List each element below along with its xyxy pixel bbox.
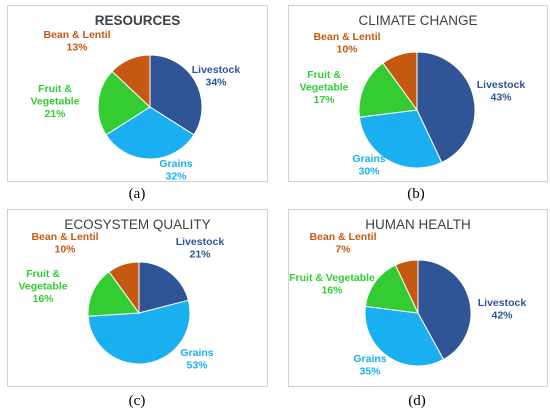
chart-panel-human-health: HUMAN HEALTH Livestock 42% Grains 35% Fruit … — [288, 209, 548, 387]
chart-panel-climate-change: CLIMATE CHANGE Livestock 43% Grains 30% Frui… — [288, 5, 548, 182]
caption-d: (d) — [408, 393, 426, 409]
chart-title: HUMAN HEALTH — [365, 217, 471, 232]
data-label-bean-lentil: Bean & Lentil 13% — [43, 29, 110, 54]
pie-slice-bean-lentil — [394, 259, 419, 314]
data-label-bean-lentil: Bean & Lentil 7% — [309, 231, 376, 256]
pie-slice-grains — [105, 106, 195, 160]
data-label-grains: Grains 30% — [352, 153, 385, 178]
data-label-livestock: Livestock 42% — [478, 297, 527, 322]
pie-chart-human-health: Livestock 42% Grains 35% Fruit & Vegetable 16… — [289, 231, 527, 378]
data-label-fruit-vegetable: Fruit & Vegetable 17% — [299, 69, 348, 106]
pie-chart-climate-change: Livestock 43% Grains 30% Fruit & Vegetable 17%… — [299, 31, 526, 178]
data-label-bean-lentil: Bean & Lentil 10% — [31, 231, 98, 256]
pie-slice-bean-lentil — [108, 261, 140, 315]
pie-slice-livestock — [416, 51, 476, 164]
data-label-grains: Grains 53% — [180, 347, 213, 372]
pie-slice-grains — [87, 299, 191, 365]
pie-slice-livestock — [417, 259, 472, 361]
data-label-bean-lentil: Bean & Lentil 10% — [313, 31, 380, 56]
data-label-livestock: Livestock 34% — [192, 64, 241, 89]
data-label-grains: Grains 32% — [159, 158, 192, 183]
chart-panel-resources: RESOURCES Livestock 34% Grains 32% Fruit & Ve… — [7, 5, 268, 183]
pie-slice-livestock — [138, 261, 190, 314]
data-label-fruit-vegetable: Fruit & Vegetable 21% — [30, 83, 79, 120]
chart-title: CLIMATE CHANGE — [358, 13, 478, 28]
data-label-fruit-vegetable: Fruit & Vegetable 16% — [18, 268, 67, 305]
pie-slice-bean-lentil — [111, 54, 151, 109]
data-label-livestock: Livestock 21% — [176, 236, 225, 261]
caption-b: (b) — [407, 186, 425, 202]
pie-chart-ecosystem-quality: Livestock 21% Grains 53% Fruit & Vegetable 16%… — [18, 231, 225, 372]
pie-chart-resources: Livestock 34% Grains 32% Fruit & Vegetable 21%… — [30, 29, 241, 183]
data-label-livestock: Livestock 43% — [477, 79, 526, 104]
pie-slice-grains — [364, 305, 445, 367]
caption-a: (a) — [128, 186, 146, 202]
pie-slice-grains — [358, 109, 443, 169]
caption-c: (c) — [128, 393, 146, 409]
data-label-fruit-vegetable: Fruit & Vegetable 16% — [289, 272, 375, 297]
chart-title: RESOURCES — [94, 13, 181, 28]
chart-panel-ecosystem-quality: ECOSYSTEM QUALITY Livestock 21% Grains 53% F… — [7, 209, 268, 387]
pie-slice-fruit-vegetable — [97, 70, 151, 136]
pie-slice-fruit-vegetable — [87, 271, 140, 317]
data-label-grains: Grains 35% — [353, 353, 386, 378]
pie-slice-fruit-vegetable — [358, 62, 418, 118]
chart-title: ECOSYSTEM QUALITY — [64, 217, 211, 232]
pie-slice-fruit-vegetable — [364, 264, 419, 314]
pie-slice-bean-lentil — [382, 51, 418, 112]
